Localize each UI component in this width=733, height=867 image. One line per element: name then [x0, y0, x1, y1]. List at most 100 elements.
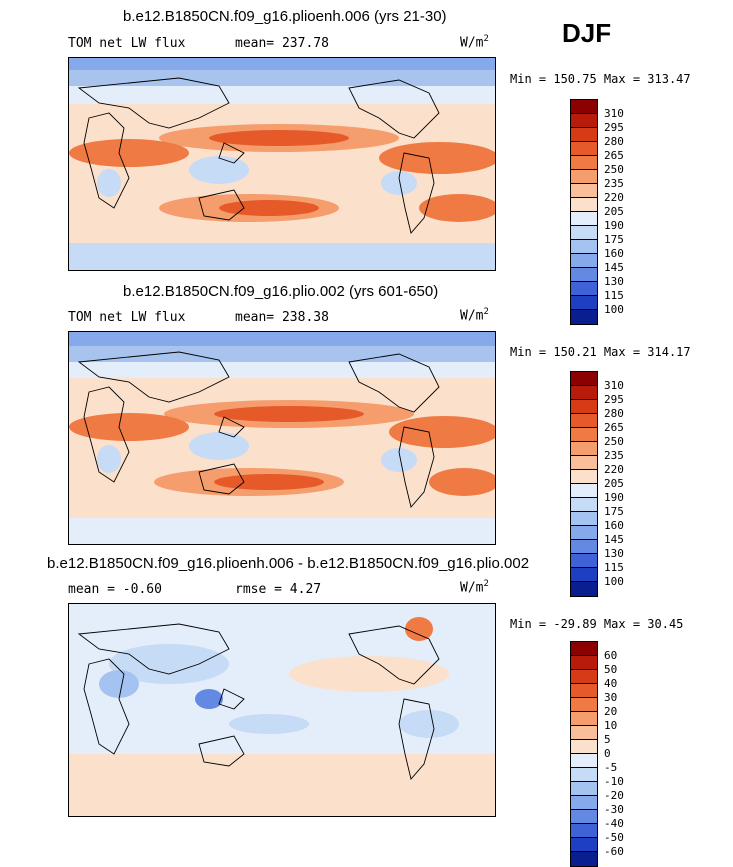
colorbar-tick-label: -60 [604, 845, 624, 858]
colorbar-swatch [571, 824, 597, 838]
panel3-units: W/m2 [460, 579, 489, 596]
colorbar-tick-label: 280 [604, 135, 624, 148]
panel2-map [68, 331, 496, 545]
colorbar-swatch [571, 142, 597, 156]
colorbar-tick-label: 130 [604, 275, 624, 288]
colorbar-tick-label: 100 [604, 303, 624, 316]
colorbar-tick-label: 160 [604, 247, 624, 260]
colorbar-swatch [571, 656, 597, 670]
panel2-mean-label: mean= 238.38 [235, 310, 329, 325]
colorbar-tick-label: 235 [604, 449, 624, 462]
colorbar-swatch [571, 170, 597, 184]
colorbar-swatch [571, 698, 597, 712]
colorbar-tick-label: 60 [604, 649, 618, 662]
colorbar-tick-label: -40 [604, 817, 624, 830]
panel2-units: W/m2 [460, 307, 489, 324]
colorbar-swatch [571, 796, 597, 810]
panel1-minmax: Min = 150.75 Max = 313.47 [510, 72, 691, 86]
colorbar-swatch [571, 484, 597, 498]
colorbar-swatch [571, 254, 597, 268]
colorbar-swatch [571, 740, 597, 754]
colorbar-swatch [571, 456, 597, 470]
colorbar-tick-label: 40 [604, 677, 618, 690]
colorbar-tick-label: -30 [604, 803, 624, 816]
colorbar-swatch [571, 268, 597, 282]
colorbar-swatch [571, 156, 597, 170]
panel1-mean-label: mean= 237.78 [235, 36, 329, 51]
colorbar-tick-label: 30 [604, 691, 618, 704]
colorbar-swatch [571, 428, 597, 442]
colorbar-swatch [571, 442, 597, 456]
colorbar-swatch [571, 684, 597, 698]
colorbar-tick-label: 0 [604, 747, 611, 760]
season-label: DJF [562, 18, 612, 48]
colorbar-tick-label: 280 [604, 407, 624, 420]
panel2-minmax: Min = 150.21 Max = 314.17 [510, 345, 691, 359]
colorbar-swatch [571, 670, 597, 684]
panel2-title: b.e12.B1850CN.f09_g16.plio.002 (yrs 601-… [123, 283, 439, 300]
colorbar-swatch [571, 240, 597, 254]
colorbar-swatch [571, 852, 597, 866]
panel1-map-svg [69, 58, 495, 270]
colorbar-swatch [571, 296, 597, 310]
colorbar-tick-label: 310 [604, 107, 624, 120]
panel1-left-label: TOM net LW flux [68, 36, 186, 51]
colorbar-swatch [571, 540, 597, 554]
panel2-map-svg [69, 332, 495, 544]
panel2-left-label: TOM net LW flux [68, 310, 186, 325]
colorbar-swatch [571, 226, 597, 240]
colorbar-tick-label: 130 [604, 547, 624, 560]
colorbar-tick-label: 265 [604, 421, 624, 434]
colorbar-tick-label: -5 [604, 761, 618, 774]
colorbar-swatch [571, 498, 597, 512]
colorbar-swatch [571, 310, 597, 324]
colorbar-tick-label: 235 [604, 177, 624, 190]
colorbar-swatch [571, 526, 597, 540]
colorbar-swatch [571, 642, 597, 656]
colorbar-tick-label: 310 [604, 379, 624, 392]
colorbar-swatch [571, 212, 597, 226]
colorbar-swatch [571, 198, 597, 212]
colorbar-swatch [571, 568, 597, 582]
colorbar-tick-label: 250 [604, 435, 624, 448]
colorbar-swatch [571, 128, 597, 142]
colorbar-swatch [571, 470, 597, 484]
colorbar-tick-label: 175 [604, 505, 624, 518]
colorbar-tick-label: 205 [604, 205, 624, 218]
colorbar-tick-label: 160 [604, 519, 624, 532]
panel2-colorbar [570, 371, 598, 597]
colorbar-swatch [571, 754, 597, 768]
panel3-map-svg [69, 604, 495, 816]
panel3-title: b.e12.B1850CN.f09_g16.plioenh.006 - b.e1… [47, 555, 530, 572]
colorbar-tick-label: -10 [604, 775, 624, 788]
colorbar-swatch [571, 372, 597, 386]
colorbar-tick-label: 10 [604, 719, 618, 732]
colorbar-tick-label: 250 [604, 163, 624, 176]
panel3-mean-label: mean = -0.60 [68, 582, 162, 597]
colorbar-tick-label: 115 [604, 561, 624, 574]
colorbar-swatch [571, 114, 597, 128]
colorbar-swatch [571, 768, 597, 782]
colorbar-tick-label: 190 [604, 219, 624, 232]
colorbar-swatch [571, 782, 597, 796]
colorbar-swatch [571, 282, 597, 296]
colorbar-tick-label: 145 [604, 261, 624, 274]
colorbar-tick-label: 5 [604, 733, 611, 746]
colorbar-tick-label: 205 [604, 477, 624, 490]
colorbar-swatch [571, 100, 597, 114]
colorbar-tick-label: 20 [604, 705, 618, 718]
panel3-map [68, 603, 496, 817]
colorbar-tick-label: 295 [604, 393, 624, 406]
panel3-rmse-label: rmse = 4.27 [235, 582, 322, 597]
colorbar-tick-label: 175 [604, 233, 624, 246]
panel3-colorbar [570, 641, 598, 867]
colorbar-tick-label: 265 [604, 149, 624, 162]
colorbar-swatch [571, 512, 597, 526]
colorbar-tick-label: 100 [604, 575, 624, 588]
colorbar-swatch [571, 726, 597, 740]
panel1-map [68, 57, 496, 271]
colorbar-swatch [571, 400, 597, 414]
panel1-colorbar [570, 99, 598, 325]
colorbar-tick-label: 115 [604, 289, 624, 302]
colorbar-tick-label: 295 [604, 121, 624, 134]
